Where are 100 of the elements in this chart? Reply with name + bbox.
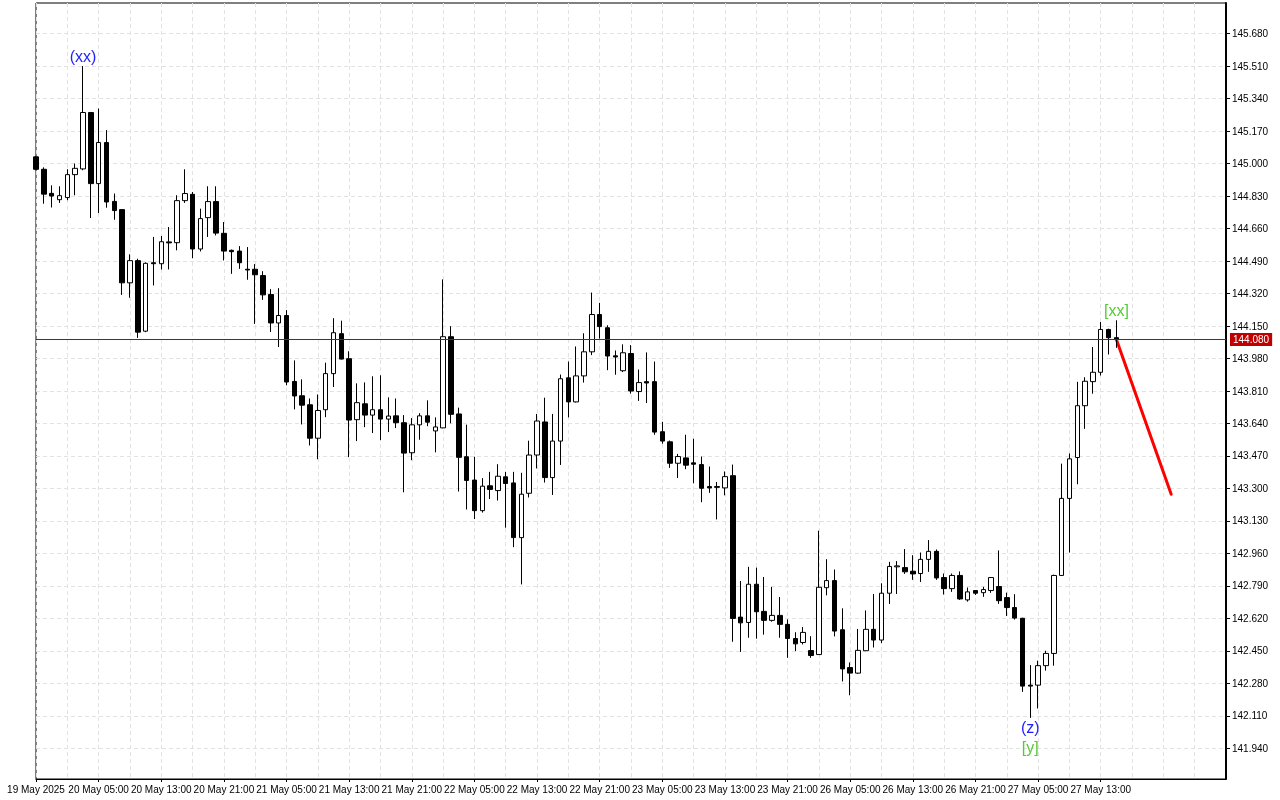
candlestick — [660, 421, 665, 445]
candlestick — [205, 185, 211, 238]
candlestick — [354, 382, 360, 442]
x-tick-label: 22 May 21:00 — [569, 783, 631, 795]
candlestick — [112, 193, 117, 221]
candlestick — [863, 609, 869, 652]
candlestick — [871, 593, 876, 648]
y-tick-label: 144.830 — [1232, 190, 1269, 202]
candlestick — [1082, 376, 1088, 430]
x-tick-label: 22 May 13:00 — [506, 783, 568, 795]
candlestick — [902, 548, 908, 575]
candlestick — [949, 573, 955, 593]
candlestick — [1020, 617, 1025, 693]
candlestick — [1012, 593, 1017, 621]
candlestick — [386, 396, 391, 433]
candlestick — [1090, 346, 1096, 395]
candlestick — [393, 397, 399, 429]
candlestick — [589, 292, 595, 356]
candlestick — [448, 325, 454, 424]
candlestick — [221, 221, 227, 261]
candlestick — [597, 302, 602, 340]
candlestick — [159, 235, 164, 270]
annotation: [xx] — [1103, 301, 1129, 319]
x-tick-label: 21 May 05:00 — [256, 783, 318, 795]
x-tick-label: 26 May 21:00 — [945, 783, 1007, 795]
candlestick — [722, 470, 728, 496]
y-tick-label: 143.980 — [1232, 353, 1269, 365]
candlestick — [652, 361, 657, 436]
candlestick — [840, 607, 845, 683]
candlestick — [151, 236, 156, 286]
candlestick — [581, 332, 587, 384]
ref-line-label: 144.080 — [1233, 333, 1270, 345]
candlestick — [566, 361, 571, 418]
candlestick — [918, 552, 923, 583]
candlestick — [299, 378, 305, 425]
candlestick — [1106, 328, 1111, 355]
candlestick — [307, 397, 313, 446]
candlestick — [127, 253, 133, 299]
candlestick — [683, 434, 689, 470]
y-tick-label: 145.510 — [1232, 60, 1269, 72]
candlestick — [534, 413, 540, 469]
candlestick — [847, 661, 853, 696]
y-tick-label: 142.960 — [1232, 547, 1269, 559]
candlestick — [887, 561, 892, 605]
candlestick — [174, 194, 180, 251]
candlestick — [965, 586, 970, 603]
candlestick — [245, 246, 250, 281]
candlestick — [816, 530, 822, 656]
y-tick-label: 145.680 — [1232, 28, 1269, 40]
candlestick — [346, 350, 352, 458]
x-tick-label: 22 May 05:00 — [444, 783, 506, 795]
y-tick-label: 143.810 — [1232, 385, 1269, 397]
candlestick — [339, 320, 344, 360]
y-tick-label: 142.280 — [1232, 677, 1269, 689]
candlestick — [503, 471, 508, 529]
y-tick-label: 145.340 — [1232, 93, 1269, 105]
candlestick — [143, 261, 148, 333]
annotation: [y] — [1021, 739, 1039, 757]
candlestick — [80, 65, 86, 171]
x-tick-label: 20 May 13:00 — [130, 783, 192, 795]
candlestick — [754, 567, 759, 640]
candlestick — [315, 393, 321, 460]
y-tick-label: 143.300 — [1232, 482, 1269, 494]
candlestick — [667, 440, 673, 469]
candlestick — [213, 185, 219, 236]
candlestick — [362, 381, 368, 428]
candlestick — [675, 453, 681, 479]
candlestick — [1051, 574, 1057, 667]
candlestick — [166, 226, 172, 270]
annotation: (xx) — [69, 47, 97, 65]
x-tick-label: 20 May 21:00 — [193, 783, 255, 795]
candlestick — [691, 438, 696, 484]
candlestick — [190, 191, 195, 259]
candlestick — [526, 440, 532, 498]
candlestick — [620, 343, 626, 373]
candlestick — [1098, 321, 1103, 377]
candlestick — [65, 168, 70, 201]
y-tick-label: 143.470 — [1232, 450, 1269, 462]
candlestick — [769, 586, 775, 623]
candlestick — [182, 168, 188, 204]
y-tick-label: 145.170 — [1232, 125, 1269, 137]
candlestick — [879, 582, 884, 644]
candlestick — [433, 416, 438, 453]
candlestick — [926, 539, 931, 573]
candlestick — [292, 359, 297, 410]
y-tick-label: 142.790 — [1232, 580, 1269, 592]
candlestick — [41, 166, 47, 205]
candlestick — [785, 618, 790, 659]
x-tick-label: 27 May 05:00 — [1007, 783, 1069, 795]
candlestick — [464, 424, 469, 510]
y-tick-label: 142.620 — [1232, 612, 1269, 624]
candlestick — [1043, 650, 1049, 672]
candlestick — [229, 249, 234, 275]
candlestick — [440, 278, 446, 429]
candlestick — [777, 596, 783, 639]
candlestick — [119, 208, 125, 296]
y-tick-label: 144.150 — [1232, 320, 1269, 332]
candlestick — [401, 414, 407, 493]
candlestick — [714, 481, 720, 520]
candlestick — [957, 570, 963, 601]
